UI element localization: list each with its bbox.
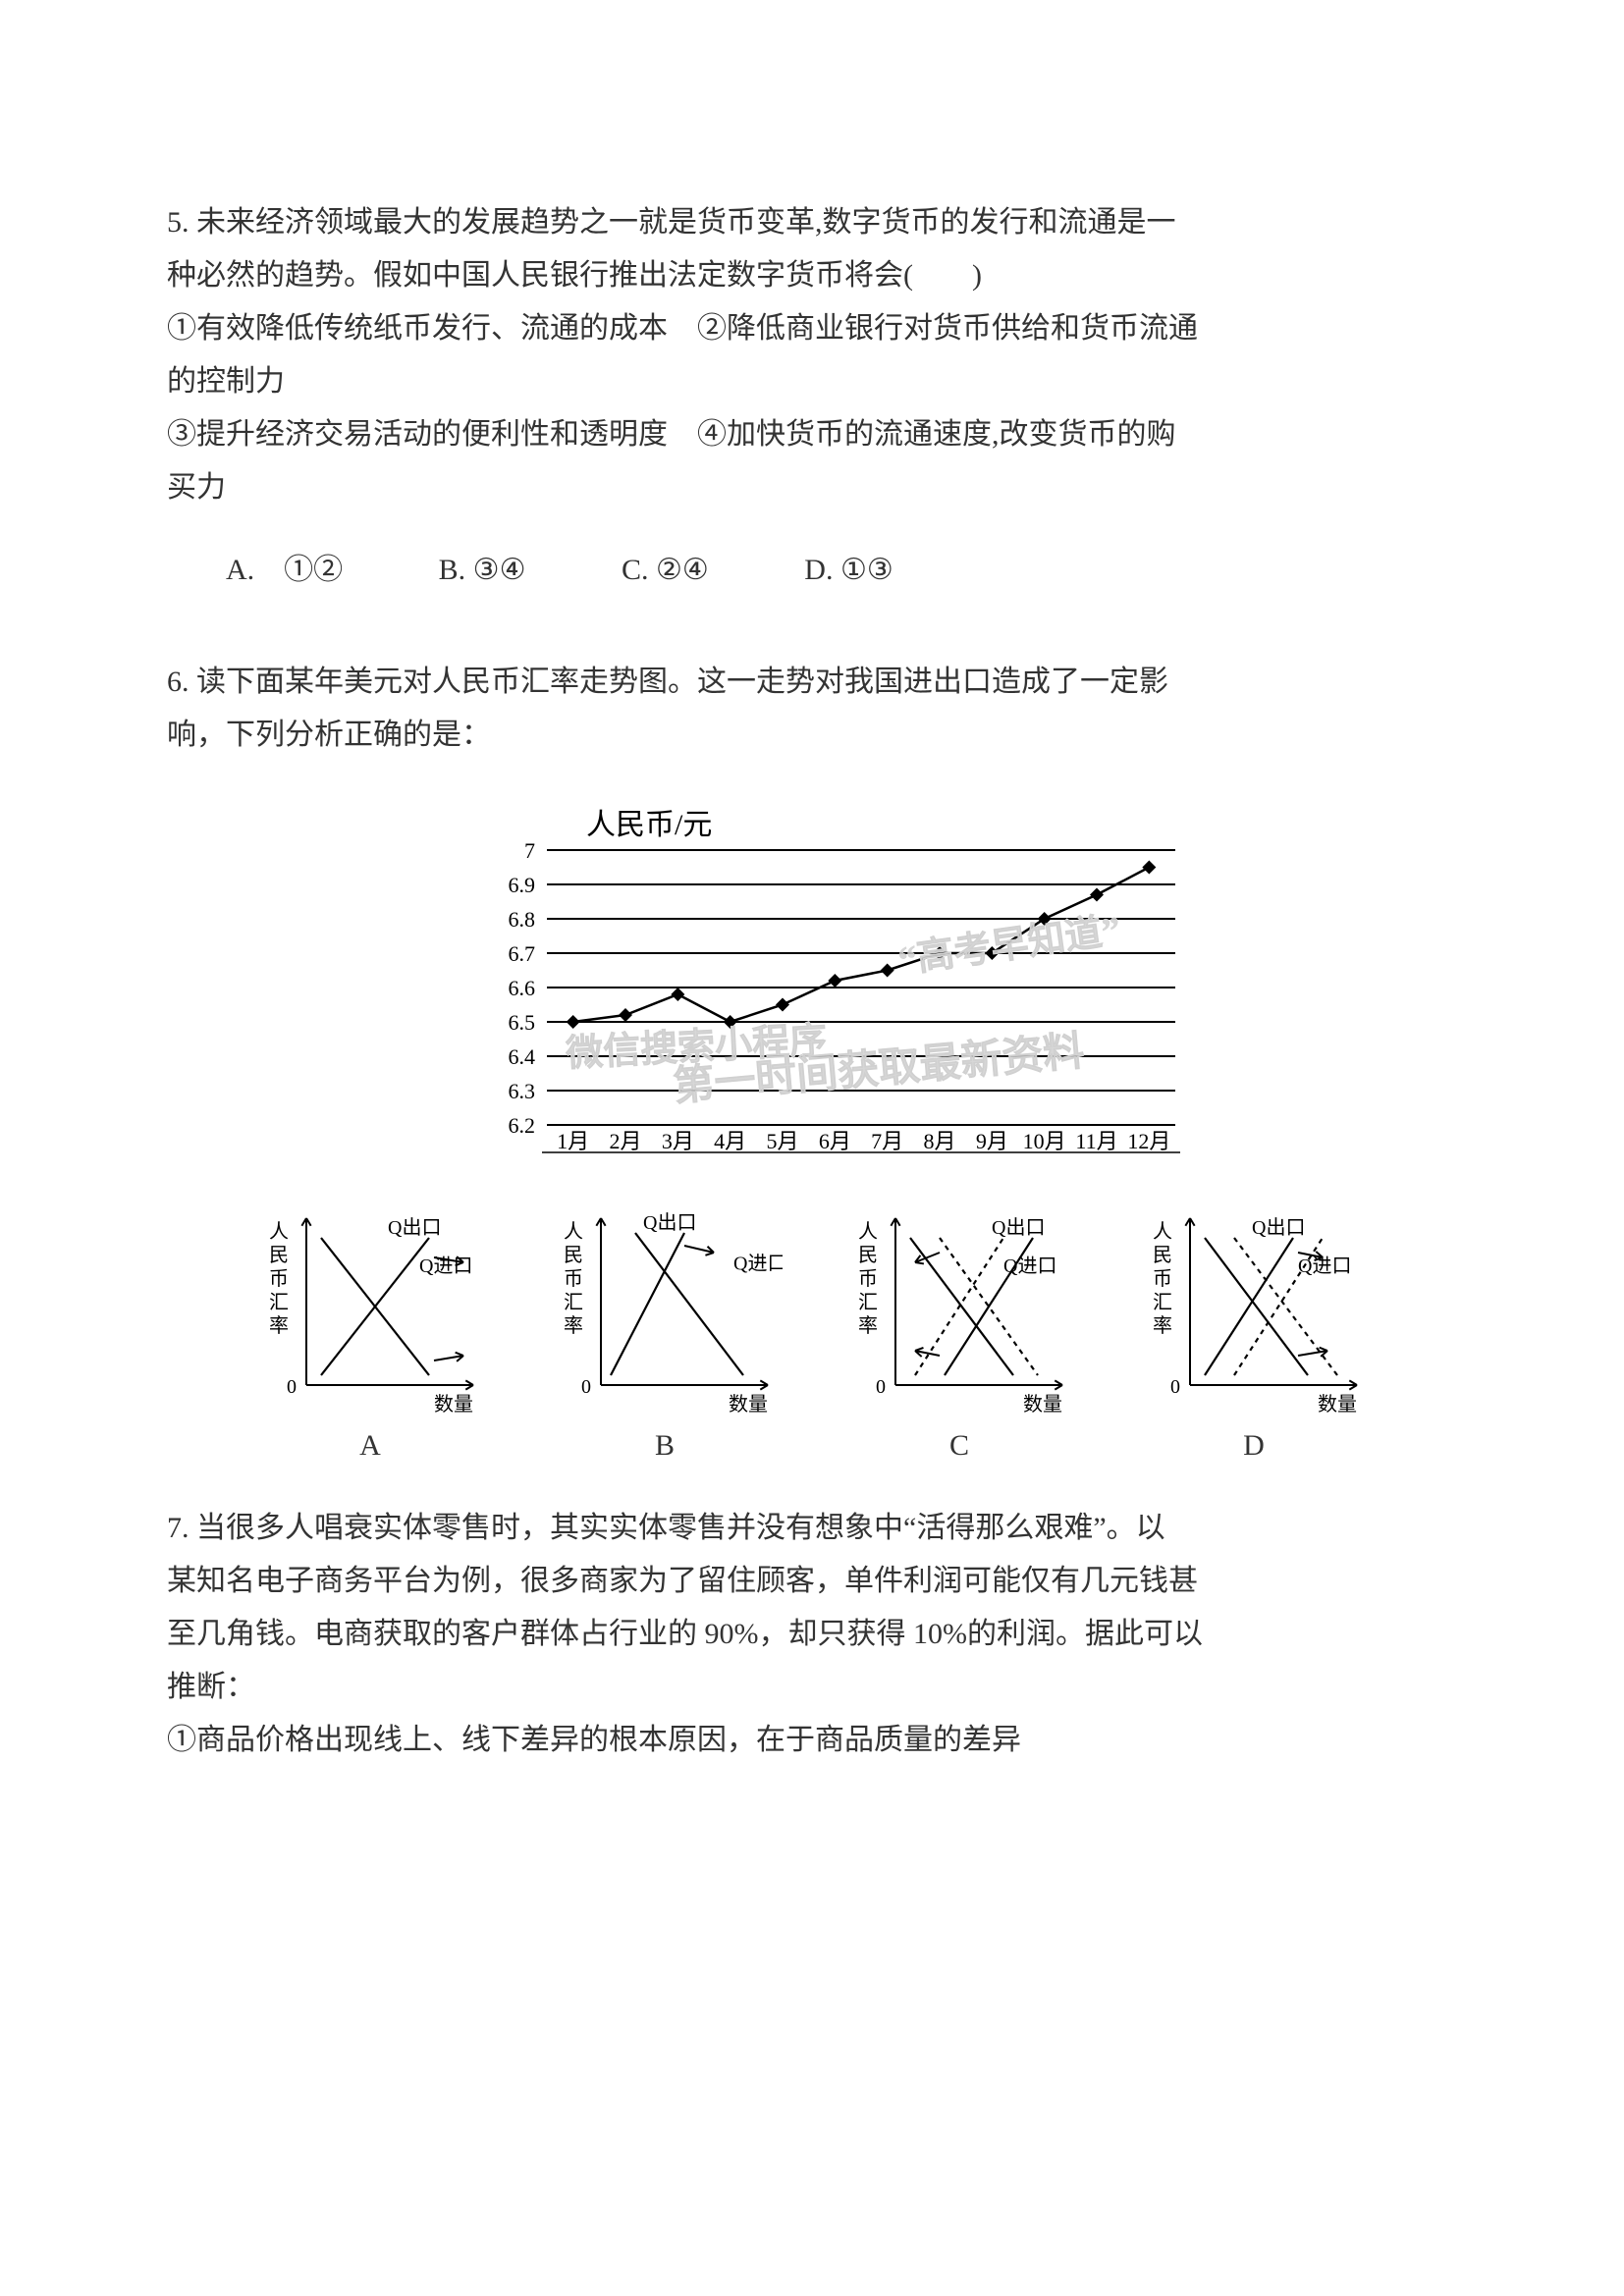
q5-line: ①有效降低传统纸币发行、流通的成本 ②降低商业银行对货币供给和货币流通 [167,302,1457,355]
svg-text:2月: 2月 [609,1129,641,1153]
svg-text:11月: 11月 [1075,1129,1117,1153]
svg-text:Q出口: Q出口 [1252,1216,1305,1239]
svg-text:率: 率 [1153,1314,1172,1337]
svg-text:数量: 数量 [1318,1393,1357,1415]
svg-text:Q进口: Q进口 [1003,1255,1056,1277]
question-7: 7. 当很多人唱衰实体零售时，其实实体零售并没有想象中“活得那么艰难”。以 某知… [167,1502,1457,1767]
svg-text:数量: 数量 [434,1393,473,1415]
svg-text:12月: 12月 [1127,1129,1170,1153]
option-chart-b: 人民币汇率 0 数量 Q出口 Q进口 [537,1208,792,1419]
q7-line: 至几角钱。电商获取的客户群体占行业的 90%，却只获得 10%的利润。据此可以 [167,1608,1457,1661]
q7-line: 7. 当很多人唱衰实体零售时，其实实体零售并没有想象中“活得那么艰难”。以 [167,1502,1457,1555]
option-chart-a: 人民币汇率 0 数量 Q出口 Q进口 [243,1208,498,1419]
svg-text:6.7: 6.7 [509,941,536,966]
svg-text:币: 币 [269,1267,289,1290]
svg-text:人民币/元: 人民币/元 [586,809,712,841]
svg-text:币: 币 [858,1267,878,1290]
svg-text:9月: 9月 [976,1129,1008,1153]
svg-text:人: 人 [564,1220,583,1243]
svg-text:10月: 10月 [1023,1129,1066,1153]
q7-line: 推断： [167,1661,1457,1714]
svg-text:“高考早知道”: “高考早知道” [895,910,1123,982]
svg-text:Q出口: Q出口 [992,1216,1045,1239]
svg-text:Q出口: Q出口 [643,1211,696,1234]
q5-line: 5. 未来经济领域最大的发展趋势之一就是货币变革,数字货币的发行和流通是一 [167,196,1457,249]
svg-text:4月: 4月 [714,1129,746,1153]
question-5-options: A. ①② B. ③④ C. ②④ D. ①③ [226,544,1457,597]
svg-text:率: 率 [564,1314,583,1337]
option-chart-label-c: C [832,1429,1087,1463]
svg-text:5月: 5月 [766,1129,798,1153]
svg-text:率: 率 [858,1314,878,1337]
svg-text:6.9: 6.9 [509,873,536,897]
question-5: 5. 未来经济领域最大的发展趋势之一就是货币变革,数字货币的发行和流通是一 种必… [167,196,1457,514]
svg-text:Q进口: Q进口 [419,1255,472,1277]
svg-text:Q出口: Q出口 [388,1216,441,1239]
svg-text:0: 0 [287,1376,297,1398]
option-chart-c: 人民币汇率 0 数量 Q出口 Q进口 [832,1208,1087,1419]
svg-text:汇: 汇 [564,1291,583,1313]
page-root: 5. 未来经济领域最大的发展趋势之一就是货币变革,数字货币的发行和流通是一 种必… [0,0,1624,2296]
question-6: 6. 读下面某年美元对人民币汇率走势图。这一走势对我国进出口造成了一定影 响，下… [167,656,1457,762]
option-chart-label-b: B [537,1429,792,1463]
svg-text:民: 民 [858,1245,878,1266]
option-chart-svg-d: 人民币汇率 0 数量 Q出口 Q进口 [1136,1208,1372,1415]
svg-text:3月: 3月 [662,1129,694,1153]
svg-text:7月: 7月 [871,1129,903,1153]
svg-text:6.8: 6.8 [509,907,536,932]
q5-option-b: B. ③④ [439,544,526,597]
svg-text:Q进口: Q进口 [733,1253,783,1275]
svg-text:人: 人 [858,1220,878,1243]
option-chart-label-a: A [243,1429,498,1463]
q7-line: ①商品价格出现线上、线下差异的根本原因，在于商品质量的差异 [167,1714,1457,1767]
svg-text:民: 民 [1153,1245,1172,1266]
svg-text:民: 民 [564,1245,583,1266]
q5-option-d: D. ①③ [804,544,893,597]
q5-option-a: A. ①② [226,544,343,597]
q7-line: 某知名电子商务平台为例，很多商家为了留住顾客，单件利润可能仅有几元钱甚 [167,1555,1457,1608]
svg-text:1月: 1月 [557,1129,589,1153]
svg-text:币: 币 [1153,1267,1172,1290]
svg-text:汇: 汇 [269,1291,289,1313]
exchange-rate-svg: 人民币/元 6.2 6.3 6.4 6.5 6.6 6.7 6.8 6.9 7 1月 2月 3月 4月 5月… [429,801,1195,1174]
svg-text:8月: 8月 [923,1129,955,1153]
svg-text:7: 7 [524,838,535,863]
option-chart-svg-a: 人民币汇率 0 数量 Q出口 Q进口 [252,1208,488,1415]
option-chart-svg-b: 人民币汇率 0 数量 Q出口 Q进口 [547,1208,783,1415]
svg-text:6.4: 6.4 [509,1044,536,1069]
svg-text:0: 0 [1170,1376,1180,1398]
svg-text:6.3: 6.3 [509,1079,536,1103]
q5-line: ③提升经济交易活动的便利性和透明度 ④加快货币的流通速度,改变货币的购 [167,408,1457,461]
svg-text:率: 率 [269,1314,289,1337]
option-charts-row: 人民币汇率0数量Q出口Q进口人民币汇率0数量Q出口Q进口人民币汇率0数量Q出口Q… [167,1208,1457,1419]
q6-line: 6. 读下面某年美元对人民币汇率走势图。这一走势对我国进出口造成了一定影 [167,656,1457,709]
svg-text:数量: 数量 [1023,1393,1062,1415]
svg-text:6.2: 6.2 [509,1113,536,1138]
svg-text:6.6: 6.6 [509,976,536,1000]
svg-text:民: 民 [269,1245,289,1266]
q6-line: 响，下列分析正确的是： [167,709,1457,762]
svg-text:Q进口: Q进口 [1298,1255,1351,1277]
svg-text:6月: 6月 [819,1129,851,1153]
q5-option-c: C. ②④ [622,544,709,597]
svg-text:汇: 汇 [1153,1291,1172,1313]
svg-text:人: 人 [269,1220,289,1243]
q5-line: 种必然的趋势。假如中国人民银行推出法定数字货币将会( ) [167,249,1457,302]
exchange-rate-chart: 人民币/元 6.2 6.3 6.4 6.5 6.6 6.7 6.8 6.9 7 1月 2月 3月 4月 5月… [167,801,1457,1179]
option-charts-labels: A B C D [167,1429,1457,1463]
svg-text:6.5: 6.5 [509,1010,536,1035]
option-chart-d: 人民币汇率 0 数量 Q出口 Q进口 [1126,1208,1381,1419]
svg-text:汇: 汇 [858,1291,878,1313]
svg-text:币: 币 [564,1267,583,1290]
option-chart-label-d: D [1126,1429,1381,1463]
q5-line: 买力 [167,461,1457,514]
svg-text:0: 0 [581,1376,591,1398]
svg-text:0: 0 [876,1376,886,1398]
svg-text:人: 人 [1153,1220,1172,1243]
q5-line: 的控制力 [167,355,1457,408]
svg-text:数量: 数量 [729,1393,768,1415]
option-chart-svg-c: 人民币汇率 0 数量 Q出口 Q进口 [841,1208,1077,1415]
